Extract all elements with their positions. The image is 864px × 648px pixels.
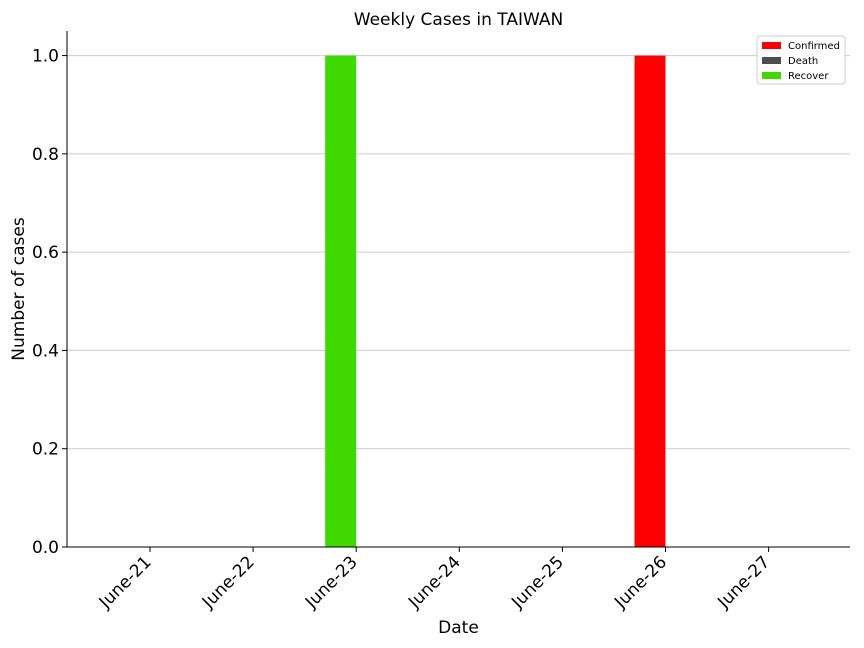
y-tick-label: 0.0 — [32, 538, 59, 558]
x-tick-label: June-27 — [713, 552, 774, 613]
legend-label: Recover — [788, 71, 829, 82]
x-tick-label: June-26 — [610, 552, 671, 613]
y-tick-label: 0.4 — [32, 341, 59, 361]
y-tick-label: 1.0 — [32, 47, 59, 67]
y-tick-label: 0.2 — [32, 440, 59, 460]
x-axis-title: Date — [438, 618, 479, 638]
x-tick-label: June-23 — [301, 552, 362, 613]
y-tick-label: 0.6 — [32, 243, 59, 263]
x-tick-label: June-25 — [507, 552, 568, 613]
y-tick-label: 0.8 — [32, 145, 59, 165]
x-tick-label: June-21 — [95, 552, 156, 613]
bar-recover — [325, 55, 357, 547]
x-ticks: June-21 June-22 June-23 June-24 June-25 June-… — [95, 547, 774, 613]
chart-title: Weekly Cases in TAIWAN — [354, 10, 563, 30]
legend-swatch — [762, 57, 781, 64]
legend-swatch — [762, 42, 781, 49]
legend-label: Death — [788, 56, 818, 67]
y-axis-title: Number of cases — [9, 217, 29, 361]
x-tick-label: June-24 — [404, 552, 465, 613]
legend: Confirmed Death Recover — [756, 35, 846, 85]
gridlines — [67, 55, 850, 450]
legend-swatch — [762, 72, 781, 79]
y-ticks: 0.0 0.2 0.4 0.6 0.8 1.0 — [32, 47, 67, 558]
legend-label: Confirmed — [788, 41, 840, 52]
x-tick-label: June-22 — [198, 552, 259, 613]
bar-confirmed — [634, 55, 666, 547]
bars — [325, 55, 666, 547]
